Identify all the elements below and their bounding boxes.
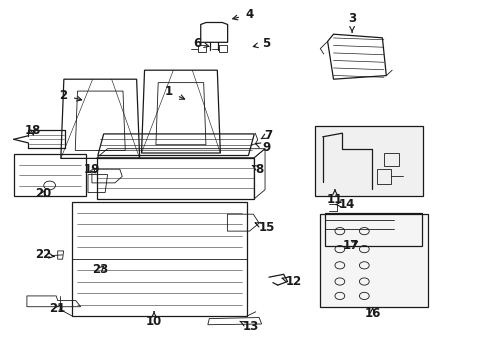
Text: 20: 20 [35, 187, 51, 200]
Text: 4: 4 [232, 8, 253, 21]
Text: 8: 8 [252, 163, 263, 176]
Text: 19: 19 [83, 163, 100, 176]
Polygon shape [320, 214, 427, 307]
Text: 12: 12 [282, 275, 301, 288]
Polygon shape [315, 126, 422, 196]
Text: 2: 2 [60, 89, 81, 102]
Text: 23: 23 [92, 263, 108, 276]
Text: 7: 7 [261, 129, 271, 141]
Text: 6: 6 [193, 37, 208, 50]
Text: 9: 9 [255, 141, 270, 154]
Text: 15: 15 [255, 221, 274, 234]
Text: 13: 13 [240, 320, 259, 333]
Text: 22: 22 [35, 248, 54, 261]
Text: 10: 10 [145, 312, 162, 328]
Text: 3: 3 [347, 12, 355, 32]
Text: 18: 18 [25, 124, 41, 137]
Text: 17: 17 [342, 239, 359, 252]
Text: 16: 16 [364, 307, 380, 320]
Text: 1: 1 [164, 85, 184, 99]
Text: 5: 5 [253, 37, 270, 50]
Text: 21: 21 [49, 302, 66, 315]
Text: 11: 11 [326, 190, 343, 206]
Text: 14: 14 [335, 198, 355, 211]
